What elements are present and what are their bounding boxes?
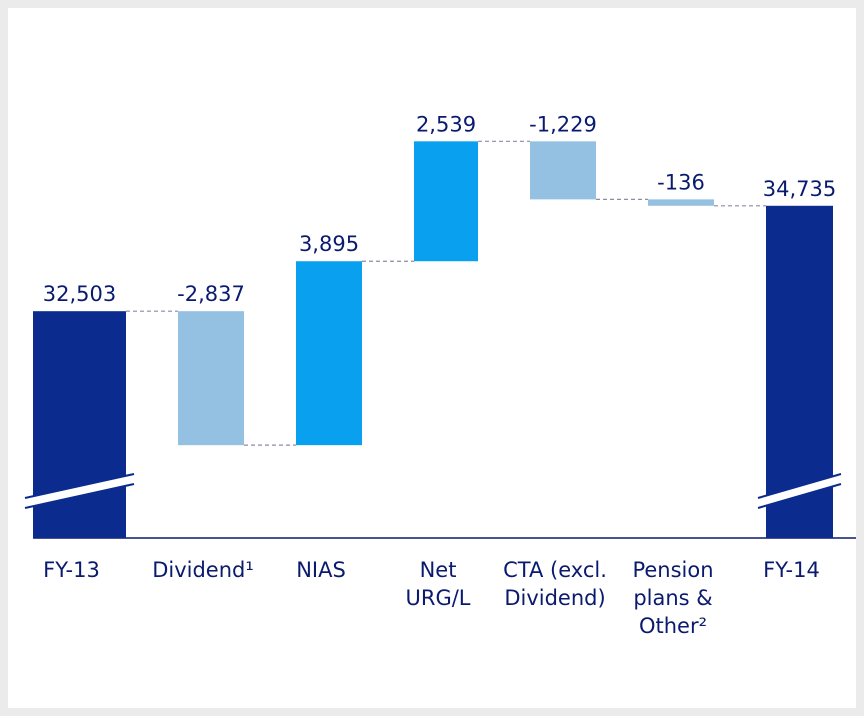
value-label: 34,735 <box>763 177 836 201</box>
bar <box>530 141 596 200</box>
axis-break <box>758 474 841 508</box>
value-label: 32,503 <box>43 282 116 306</box>
axis-break-line <box>24 483 135 509</box>
axis-break <box>25 474 134 508</box>
x-tick-label: Dividend¹ <box>152 558 254 582</box>
value-label: 2,539 <box>416 112 476 136</box>
x-tick-label: Pension plans & Other² <box>632 558 714 638</box>
bar <box>414 141 478 262</box>
chart: 32,503 -2,837 3,895 2,539 -1,229 -136 34,735 <box>24 112 856 539</box>
x-tick-label: FY-13 <box>43 558 100 582</box>
value-label: -2,837 <box>177 282 245 306</box>
bar <box>178 311 244 446</box>
x-tick-label: NIAS <box>296 558 346 582</box>
value-label: -136 <box>657 170 705 194</box>
bar <box>296 261 362 446</box>
axis-break-line <box>757 483 842 509</box>
x-tick-label: FY-14 <box>763 558 820 582</box>
bar <box>648 199 714 206</box>
value-label: 3,895 <box>299 232 359 256</box>
axis-break-line <box>24 473 135 499</box>
value-label: -1,229 <box>529 112 597 136</box>
x-tick-label: Net URG/L <box>405 558 471 610</box>
axis-break-line <box>757 473 842 499</box>
x-tick-label: CTA (excl. Dividend) <box>503 558 607 610</box>
